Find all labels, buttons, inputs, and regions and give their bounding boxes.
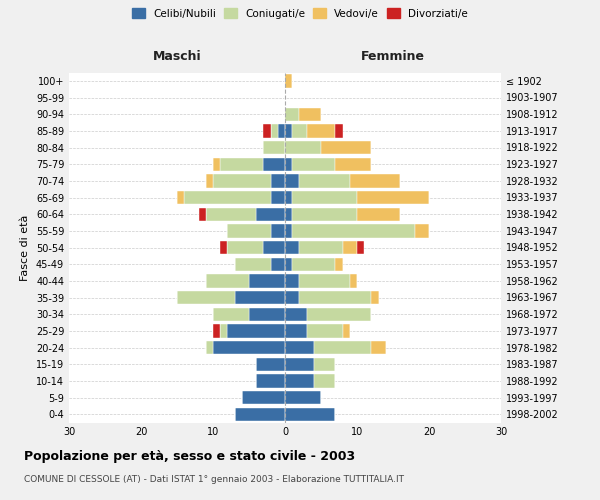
Bar [256, 374, 285, 388]
Bar [263, 158, 285, 171]
Text: COMUNE DI CESSOLE (AT) - Dati ISTAT 1° gennaio 2003 - Elaborazione TUTTITALIA.IT: COMUNE DI CESSOLE (AT) - Dati ISTAT 1° g… [24, 475, 404, 484]
Bar [285, 241, 299, 254]
Bar [271, 174, 285, 188]
Text: Femmine: Femmine [361, 50, 425, 62]
Bar [263, 241, 285, 254]
Bar [343, 241, 357, 254]
Bar [235, 408, 285, 421]
Bar [292, 191, 357, 204]
Bar [177, 291, 235, 304]
Bar [227, 224, 271, 237]
Bar [285, 358, 314, 371]
Bar [371, 291, 379, 304]
Bar [220, 158, 263, 171]
Bar [285, 374, 314, 388]
Bar [285, 258, 292, 271]
Bar [415, 224, 429, 237]
Bar [227, 241, 263, 254]
Bar [285, 141, 321, 154]
Bar [314, 341, 371, 354]
Bar [206, 274, 249, 287]
Bar [220, 324, 227, 338]
Bar [285, 158, 292, 171]
Bar [357, 208, 400, 221]
Bar [350, 274, 357, 287]
Bar [285, 274, 299, 287]
Bar [292, 208, 357, 221]
Bar [220, 241, 227, 254]
Bar [299, 108, 321, 121]
Bar [335, 158, 371, 171]
Bar [285, 108, 299, 121]
Bar [256, 208, 285, 221]
Bar [307, 324, 343, 338]
Bar [335, 124, 343, 138]
Bar [292, 158, 335, 171]
Text: Maschi: Maschi [152, 50, 202, 62]
Bar [235, 258, 271, 271]
Bar [213, 324, 220, 338]
Bar [256, 358, 285, 371]
Bar [271, 258, 285, 271]
Bar [335, 258, 343, 271]
Bar [371, 341, 386, 354]
Bar [307, 124, 335, 138]
Bar [307, 308, 371, 321]
Bar [263, 124, 271, 138]
Bar [321, 141, 371, 154]
Text: Popolazione per età, sesso e stato civile - 2003: Popolazione per età, sesso e stato civil… [24, 450, 355, 463]
Bar [271, 124, 278, 138]
Bar [184, 191, 271, 204]
Bar [213, 341, 285, 354]
Bar [263, 141, 285, 154]
Bar [213, 158, 220, 171]
Legend: Celibi/Nubili, Coniugati/e, Vedovi/e, Divorziati/e: Celibi/Nubili, Coniugati/e, Vedovi/e, Di… [129, 5, 471, 21]
Bar [177, 191, 184, 204]
Bar [285, 191, 292, 204]
Bar [278, 124, 285, 138]
Bar [314, 374, 335, 388]
Bar [292, 258, 335, 271]
Bar [299, 174, 350, 188]
Bar [249, 274, 285, 287]
Y-axis label: Fasce di età: Fasce di età [20, 214, 30, 280]
Bar [285, 408, 335, 421]
Bar [199, 208, 206, 221]
Bar [285, 224, 292, 237]
Bar [314, 358, 335, 371]
Bar [292, 124, 307, 138]
Bar [242, 391, 285, 404]
Bar [350, 174, 400, 188]
Bar [299, 274, 350, 287]
Bar [285, 324, 307, 338]
Bar [299, 291, 371, 304]
Bar [292, 224, 415, 237]
Bar [206, 174, 213, 188]
Bar [213, 174, 271, 188]
Bar [206, 341, 213, 354]
Bar [235, 291, 285, 304]
Bar [285, 291, 299, 304]
Bar [299, 241, 343, 254]
Bar [343, 324, 350, 338]
Bar [357, 191, 429, 204]
Bar [285, 308, 307, 321]
Bar [271, 224, 285, 237]
Bar [271, 191, 285, 204]
Bar [285, 74, 292, 88]
Bar [249, 308, 285, 321]
Bar [285, 341, 314, 354]
Bar [213, 308, 249, 321]
Bar [285, 208, 292, 221]
Bar [206, 208, 256, 221]
Bar [285, 124, 292, 138]
Bar [285, 174, 299, 188]
Bar [285, 391, 321, 404]
Bar [357, 241, 364, 254]
Bar [227, 324, 285, 338]
